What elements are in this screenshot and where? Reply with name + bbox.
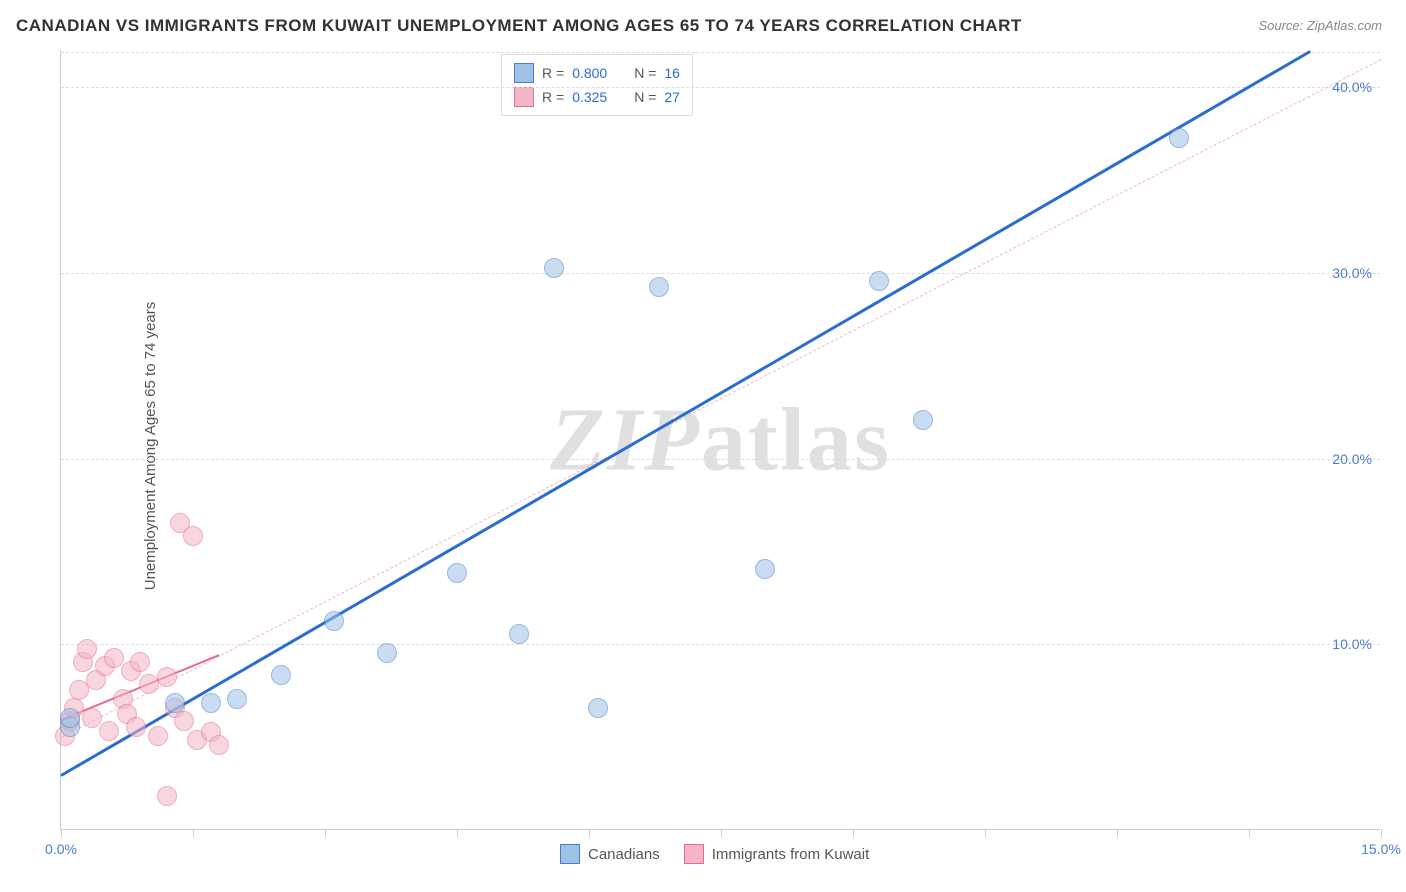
correlation-legend: R = 0.800 N = 16 R = 0.325 N = 27 <box>501 54 693 116</box>
x-tick <box>457 829 458 837</box>
legend-r-value: 0.325 <box>572 89 626 105</box>
legend-n-value: 16 <box>664 65 680 81</box>
legend-swatch <box>514 63 534 83</box>
scatter-point-immigrants <box>174 711 194 731</box>
trend-line <box>60 50 1311 777</box>
legend-n-label: N = <box>634 65 656 81</box>
legend-r-value: 0.800 <box>572 65 626 81</box>
plot-area: ZIPatlas R = 0.800 N = 16 R = 0.325 N = 27 10.0… <box>60 50 1380 830</box>
x-tick <box>61 829 62 837</box>
scatter-point-immigrants <box>82 708 102 728</box>
watermark: ZIPatlas <box>550 388 891 491</box>
legend-row: R = 0.325 N = 27 <box>514 85 680 109</box>
scatter-point-immigrants <box>130 652 150 672</box>
legend-n-value: 27 <box>664 89 680 105</box>
scatter-point-canadians <box>447 563 467 583</box>
legend-swatch <box>560 844 580 864</box>
x-tick-label: 15.0% <box>1361 841 1401 857</box>
legend-row: R = 0.800 N = 16 <box>514 61 680 85</box>
gridline <box>61 52 1380 53</box>
legend-label: Immigrants from Kuwait <box>712 846 870 863</box>
y-tick-label: 30.0% <box>1332 265 1372 281</box>
x-tick <box>589 829 590 837</box>
scatter-point-canadians <box>755 559 775 579</box>
gridline <box>61 459 1380 460</box>
legend-r-label: R = <box>542 65 564 81</box>
legend-item: Canadians <box>560 844 660 864</box>
gridline <box>61 87 1380 88</box>
trend-line-dashed <box>61 59 1381 738</box>
x-tick <box>325 829 326 837</box>
source-attribution: Source: ZipAtlas.com <box>1258 18 1382 33</box>
scatter-point-immigrants <box>148 726 168 746</box>
scatter-point-canadians <box>869 271 889 291</box>
scatter-point-canadians <box>60 708 80 728</box>
scatter-point-canadians <box>913 410 933 430</box>
legend-swatch <box>514 87 534 107</box>
x-tick <box>853 829 854 837</box>
scatter-point-canadians <box>165 693 185 713</box>
x-tick-label: 0.0% <box>45 841 77 857</box>
scatter-point-canadians <box>201 693 221 713</box>
scatter-point-canadians <box>271 665 291 685</box>
y-tick-label: 10.0% <box>1332 636 1372 652</box>
x-tick <box>721 829 722 837</box>
x-tick <box>1117 829 1118 837</box>
scatter-point-canadians <box>544 258 564 278</box>
scatter-point-immigrants <box>99 721 119 741</box>
legend-swatch <box>684 844 704 864</box>
scatter-point-canadians <box>324 611 344 631</box>
scatter-point-canadians <box>227 689 247 709</box>
scatter-point-immigrants <box>104 648 124 668</box>
scatter-point-canadians <box>1169 128 1189 148</box>
legend-n-label: N = <box>634 89 656 105</box>
scatter-point-immigrants <box>77 639 97 659</box>
x-tick <box>985 829 986 837</box>
scatter-point-canadians <box>588 698 608 718</box>
gridline <box>61 273 1380 274</box>
scatter-point-immigrants <box>157 667 177 687</box>
scatter-point-immigrants <box>157 786 177 806</box>
x-tick <box>1249 829 1250 837</box>
legend-r-label: R = <box>542 89 564 105</box>
x-tick <box>193 829 194 837</box>
gridline <box>61 644 1380 645</box>
scatter-point-canadians <box>509 624 529 644</box>
scatter-point-canadians <box>649 277 669 297</box>
y-tick-label: 20.0% <box>1332 451 1372 467</box>
series-legend: Canadians Immigrants from Kuwait <box>560 844 869 864</box>
legend-item: Immigrants from Kuwait <box>684 844 870 864</box>
scatter-point-canadians <box>377 643 397 663</box>
x-tick <box>1381 829 1382 837</box>
legend-label: Canadians <box>588 846 660 863</box>
scatter-point-immigrants <box>183 526 203 546</box>
scatter-point-immigrants <box>126 717 146 737</box>
chart-title: CANADIAN VS IMMIGRANTS FROM KUWAIT UNEMP… <box>16 16 1022 36</box>
scatter-point-immigrants <box>209 735 229 755</box>
